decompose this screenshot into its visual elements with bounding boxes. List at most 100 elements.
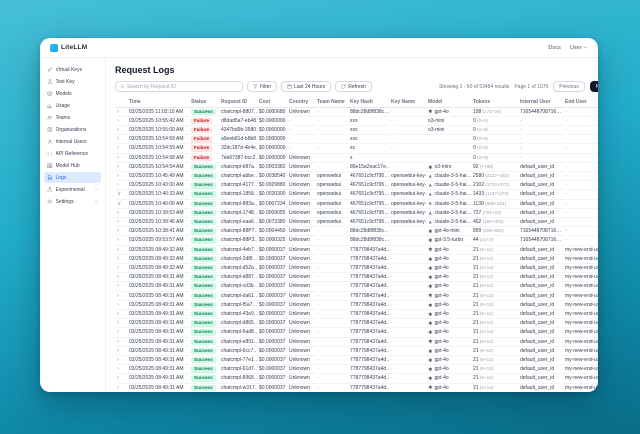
column-header-tokens[interactable]: Tokens xyxy=(471,97,518,108)
column-header-team-name[interactable]: Team Name xyxy=(315,97,348,108)
chevron-right-icon[interactable]: › xyxy=(117,310,119,317)
chevron-right-icon[interactable]: › xyxy=(117,182,119,189)
table-row[interactable]: › 03/25/2025 08:49:31 AM Success chatcmpl-6… xyxy=(115,346,598,356)
previous-button[interactable]: Previous xyxy=(553,81,585,92)
cell-key-name: - xyxy=(389,143,426,154)
chevron-right-icon[interactable]: › xyxy=(117,301,119,308)
table-row[interactable]: › 03/25/2025 10:38:41 AM Success chatcmpl-8… xyxy=(115,226,598,237)
chevron-down-icon[interactable]: ∨ xyxy=(117,191,122,198)
chevron-right-icon[interactable]: › xyxy=(117,338,119,345)
sidebar-item-api-reference[interactable]: API Reference xyxy=(44,148,101,159)
table-row[interactable]: › 03/25/2025 08:49:31 AM Success chatcmpl-4… xyxy=(115,309,598,320)
user-menu[interactable]: User xyxy=(570,45,588,51)
chevron-right-icon[interactable]: › xyxy=(117,356,119,363)
sidebar-item-internal-users[interactable]: Internal Users xyxy=(44,136,101,147)
chevron-right-icon[interactable]: › xyxy=(117,163,119,170)
column-header-country[interactable]: Country xyxy=(287,97,315,108)
table-row[interactable]: ∨ 03/25/2025 10:40:06 AM Success chatcmpl-8… xyxy=(115,199,598,209)
table-row[interactable]: › 03/25/2025 08:49:32 AM Success chatcmpl-d… xyxy=(115,263,598,274)
cell-cost: $0.0000037 xyxy=(257,364,287,375)
chevron-right-icon[interactable]: › xyxy=(117,320,119,327)
table-row[interactable]: › 03/25/2025 08:49:31 AM Success chatcmpl-8… xyxy=(115,373,598,384)
table-row[interactable]: › 03/25/2025 10:55:00 AM Failure 4347bd9b-3… xyxy=(115,125,598,136)
sidebar-item-logs[interactable]: Logs xyxy=(44,172,101,183)
table-row[interactable]: › 03/25/2025 10:54:58 AM Failure 7eb67387-b… xyxy=(115,153,598,163)
chevron-right-icon[interactable]: › xyxy=(117,218,119,225)
sidebar-item-virtual-keys[interactable]: Virtual Keys xyxy=(44,64,101,75)
next-button[interactable]: Next xyxy=(589,81,598,92)
cell-key-hash: xxx xyxy=(348,125,389,136)
table-row[interactable]: › 03/25/2025 10:45:49 AM Success chatcmpl-a… xyxy=(115,171,598,182)
chevron-right-icon[interactable]: › xyxy=(117,329,119,336)
chevron-right-icon[interactable]: › xyxy=(117,366,119,373)
chevron-right-icon[interactable]: › xyxy=(117,145,119,152)
chevron-right-icon[interactable]: › xyxy=(117,384,119,391)
filter-button[interactable]: Filter xyxy=(247,81,278,92)
chevron-right-icon[interactable]: › xyxy=(117,292,119,299)
table-row[interactable]: › 03/25/2025 10:39:46 AM Success chatcmpl-e… xyxy=(115,217,598,228)
table-row[interactable]: › 03/25/2025 10:54:59 AM Failure a9eeb81d-b… xyxy=(115,134,598,145)
table-row[interactable]: › 03/25/2025 10:54:59 AM Failure 32dc187d-4… xyxy=(115,143,598,154)
chevron-right-icon[interactable]: › xyxy=(117,154,119,161)
column-header-internal-user[interactable]: Internal User xyxy=(518,97,563,108)
refresh-button[interactable]: Refresh xyxy=(335,81,372,92)
table-row[interactable]: ∨ 03/25/2025 10:40:33 AM Success chatcmpl-1… xyxy=(115,189,598,200)
chevron-right-icon[interactable]: › xyxy=(117,209,119,216)
column-header-request-id[interactable]: Request ID xyxy=(219,97,257,108)
sidebar-item-model-hub[interactable]: Model Hub xyxy=(44,160,101,171)
time-range-button[interactable]: Last 24 Hours xyxy=(281,81,332,92)
table-row[interactable]: › 03/25/2025 10:55:42 AM Failure d8dad5a7-e… xyxy=(115,116,598,126)
chevron-right-icon[interactable]: › xyxy=(117,283,119,290)
chevron-right-icon[interactable]: › xyxy=(117,264,119,271)
column-header-cost[interactable]: Cost xyxy=(257,97,287,108)
table-row[interactable]: › 03/25/2025 11:02:10 AM Success chatcmpl-8… xyxy=(115,107,598,117)
chevron-right-icon[interactable]: › xyxy=(117,246,119,253)
sidebar-item-settings[interactable]: Settings xyxy=(44,196,101,207)
sidebar-item-test-key[interactable]: Test Key xyxy=(44,76,101,87)
table-row[interactable]: › 03/25/2025 09:53:57 AM Success chatcmpl-8… xyxy=(115,235,598,246)
table-row[interactable]: › 03/25/2025 08:49:31 AM Success chatcmpl-6… xyxy=(115,327,598,338)
table-row[interactable]: › 03/25/2025 08:49:31 AM Success chatcmpl-e… xyxy=(115,337,598,347)
cell-end-user: my-new-end-user-5 xyxy=(563,318,598,329)
table-row[interactable]: › 03/25/2025 08:49:31 AM Success chatcmpl-f… xyxy=(115,300,598,310)
table-row[interactable]: › 03/25/2025 08:49:32 AM Success chatcmpl-2… xyxy=(115,254,598,264)
sidebar-item-teams[interactable]: Teams xyxy=(44,112,101,123)
chevron-right-icon[interactable]: › xyxy=(117,228,119,235)
sidebar-item-models[interactable]: Models xyxy=(44,88,101,99)
table-row[interactable]: › 03/25/2025 08:49:31 AM Success chatcmpl-c… xyxy=(115,281,598,292)
table-row[interactable]: › 03/25/2025 10:54:54 AM Success chatcmpl-b… xyxy=(115,162,598,172)
table-row[interactable]: › 03/25/2025 08:49:31 AM Success chatcmpl-6… xyxy=(115,364,598,375)
chevron-down-icon[interactable]: ∨ xyxy=(117,200,122,207)
table-row[interactable]: › 03/25/2025 10:39:53 AM Success chatcmpl-1… xyxy=(115,208,598,218)
column-header-status[interactable]: Status xyxy=(189,97,219,108)
table-row[interactable]: › 03/25/2025 08:49:31 AM Success chatcmpl-a… xyxy=(115,272,598,283)
sidebar-item-organizations[interactable]: Organizations xyxy=(44,124,101,135)
table-row[interactable]: › 03/25/2025 08:49:31 AM Success chatcmpl-d… xyxy=(115,291,598,301)
chevron-right-icon[interactable]: › xyxy=(117,108,119,115)
cell-cost: $0.0000325 xyxy=(257,235,287,246)
chevron-right-icon[interactable]: › xyxy=(117,117,119,124)
chevron-right-icon[interactable]: › xyxy=(117,136,119,143)
search-input[interactable] xyxy=(127,83,238,90)
table-row[interactable]: › 03/25/2025 08:49:31 AM Success chatcmpl-7… xyxy=(115,355,598,366)
column-header-time[interactable]: Time xyxy=(127,97,189,108)
table-row[interactable]: › 03/25/2025 10:43:00 AM Success chatcmpl-4… xyxy=(115,180,598,191)
sidebar-item-experimental[interactable]: Experimental xyxy=(44,184,101,195)
chevron-right-icon[interactable]: › xyxy=(117,255,119,262)
docs-link[interactable]: Docs xyxy=(548,44,561,51)
chevron-right-icon[interactable]: › xyxy=(117,126,119,133)
column-header-model[interactable]: Model xyxy=(426,97,471,108)
column-header-key-hash[interactable]: Key Hash xyxy=(348,97,389,108)
chevron-right-icon[interactable]: › xyxy=(117,237,119,244)
chevron-right-icon[interactable]: › xyxy=(117,172,119,179)
column-header-key-name[interactable]: Key Name xyxy=(389,97,426,108)
tokens-total: 21 xyxy=(473,375,479,382)
table-row[interactable]: › 03/25/2025 08:49:32 AM Success chatcmpl-4… xyxy=(115,245,598,255)
chevron-right-icon[interactable]: › xyxy=(117,347,119,354)
chevron-right-icon[interactable]: › xyxy=(117,274,119,281)
table-row[interactable]: › 03/25/2025 08:49:31 AM Success chatcmpl-d… xyxy=(115,318,598,329)
sidebar-item-usage[interactable]: Usage xyxy=(44,100,101,111)
chevron-right-icon[interactable]: › xyxy=(117,375,119,382)
column-header-end-user[interactable]: End User xyxy=(563,97,598,108)
table-row[interactable]: › 03/25/2025 08:49:31 AM Success chatcmpl-w… xyxy=(115,383,598,392)
